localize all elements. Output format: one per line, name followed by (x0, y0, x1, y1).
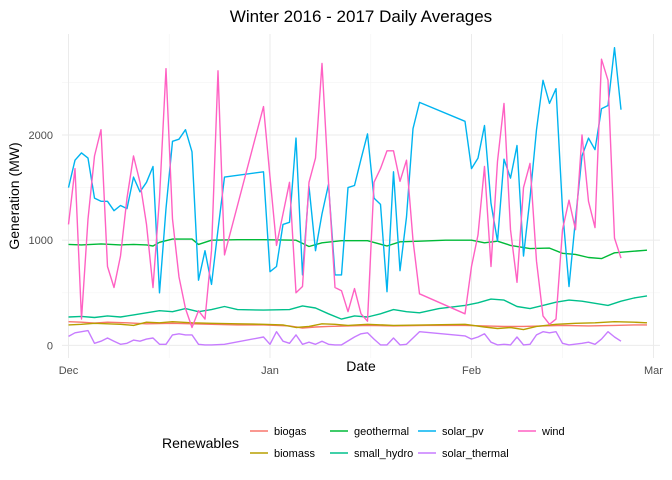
x-axis-ticks: Dec Jan Feb Mar (59, 365, 664, 377)
x-tick-label: Dec (59, 365, 79, 377)
legend-item-solar-pv: solar_pv (418, 426, 484, 438)
series-line-solar-thermal (68, 329, 622, 346)
y-tick-label: 0 (47, 340, 53, 352)
series-line-geothermal (68, 238, 648, 260)
legend-item-small-hydro: small_hydro (330, 448, 413, 460)
legend-item-biogas: biogas (250, 426, 307, 438)
x-tick-label: Feb (462, 365, 481, 377)
legend-item-geothermal: geothermal (330, 426, 409, 438)
legend-item-wind: wind (518, 426, 565, 438)
legend-item-biomass: biomass (250, 448, 315, 460)
y-tick-label: 1000 (29, 235, 53, 247)
legend-label: solar_pv (442, 426, 484, 438)
legend-label: geothermal (354, 426, 409, 438)
legend-label: small_hydro (354, 448, 413, 460)
series-line-solar-pv (67, 47, 622, 294)
legend-item-solar-thermal: solar_thermal (418, 448, 509, 460)
x-tick-label: Mar (644, 365, 663, 377)
y-axis-ticks: 0 1000 2000 (29, 130, 53, 352)
series-line-small-hydro (68, 295, 648, 320)
legend-label: wind (541, 426, 565, 438)
legend: Renewables biogas biomass geothermal small_… (162, 426, 565, 460)
series-layer (67, 47, 648, 346)
legend-label: solar_thermal (442, 448, 509, 460)
legend-label: biogas (274, 426, 307, 438)
y-axis-title: Generation (MW) (6, 142, 22, 249)
chart-title: Winter 2016 - 2017 Daily Averages (230, 7, 492, 26)
legend-label: biomass (274, 448, 315, 460)
y-tick-label: 2000 (29, 130, 53, 142)
grid (62, 34, 660, 358)
series-line-wind (67, 58, 622, 329)
legend-title: Renewables (162, 435, 239, 451)
x-axis-title: Date (346, 358, 376, 374)
x-tick-label: Jan (261, 365, 279, 377)
series-line-biomass (68, 321, 648, 331)
